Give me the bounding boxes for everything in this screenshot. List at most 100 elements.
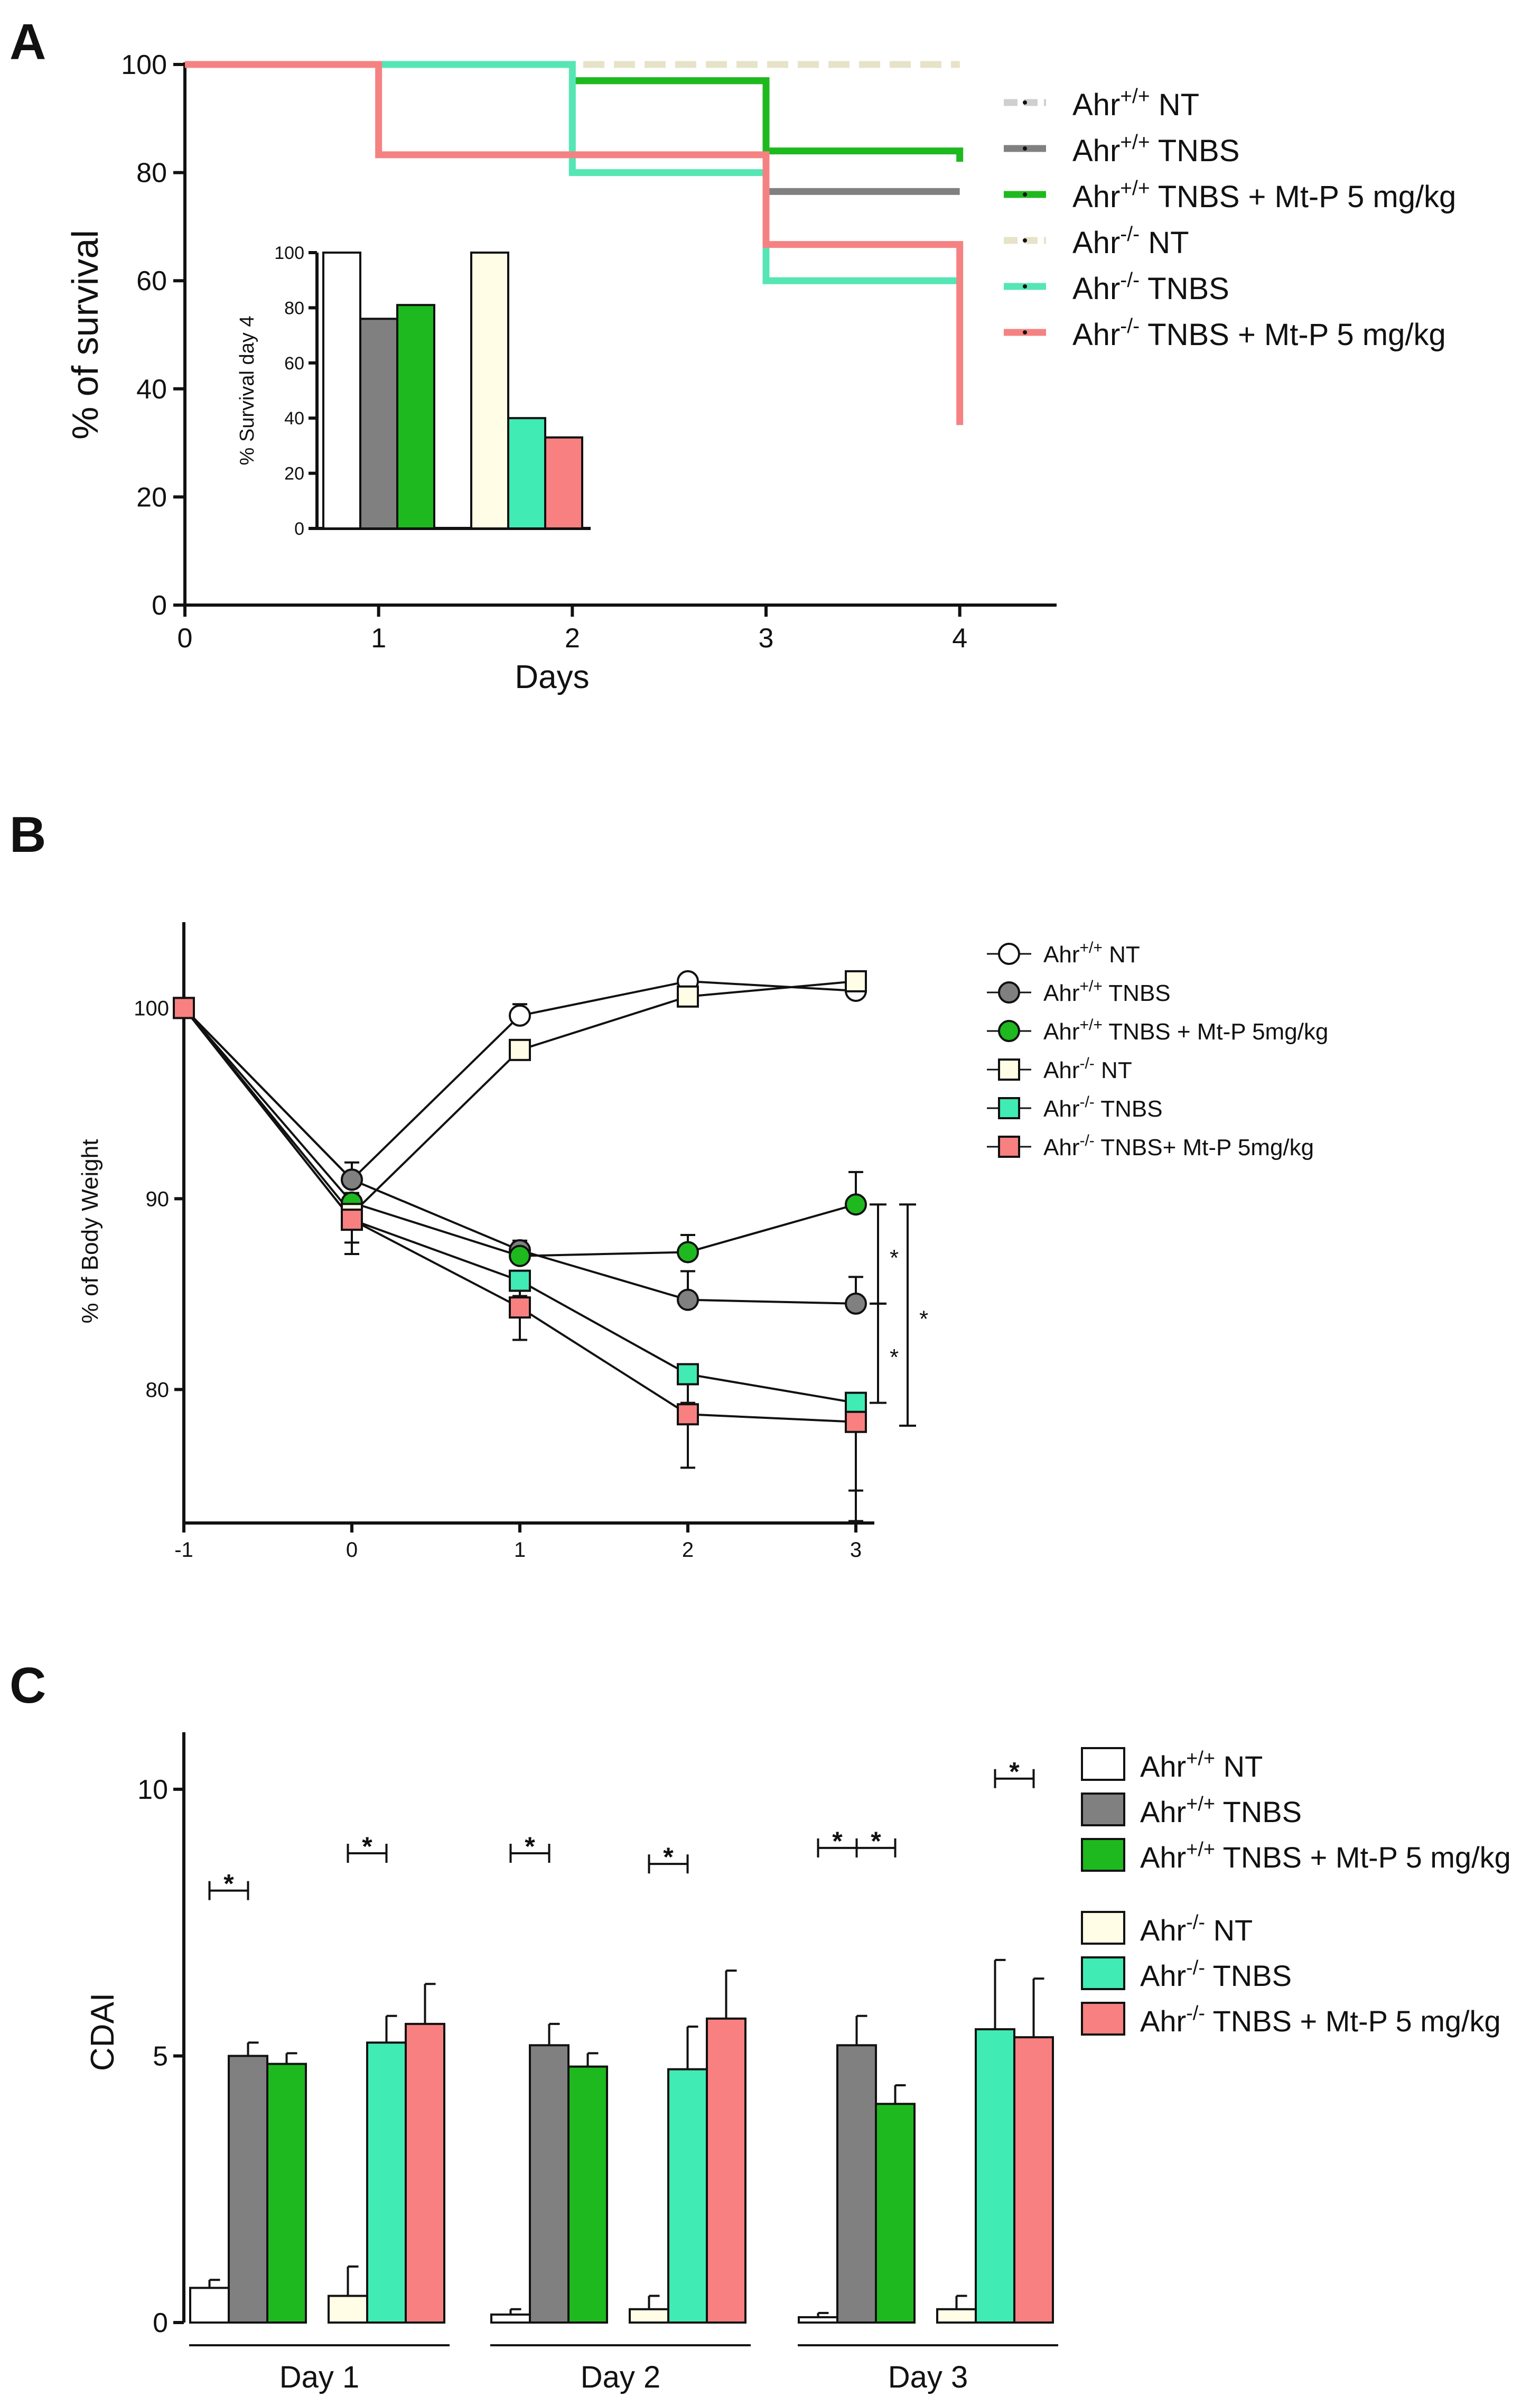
marker-ko_mtp <box>677 1403 699 1426</box>
legend-marker-wt_nt <box>998 943 1020 965</box>
x-tick-label: 4 <box>952 623 967 654</box>
cdai-bar-ko_mtp_fill <box>706 2017 746 2324</box>
cdai-bar-wt_mtp <box>266 2063 307 2324</box>
survival-chart: 0 20 40 60 80 100 0 1 2 3 4 Days % of survival Ahr+/+… <box>64 50 1456 695</box>
legend-label-wt_tnbs: Ahr+/+ TNBS <box>1043 978 1171 1006</box>
legend-label-wt_tnbs: Ahr+/+ TNBS <box>1140 1793 1302 1828</box>
cdai-bar-wt_tnbs <box>529 2044 570 2324</box>
legend-label-wt_nt: Ahr+/+ NT <box>1043 939 1140 968</box>
legend-marker-wt_tnbs <box>998 981 1020 1004</box>
x-tick-label: 1 <box>371 623 386 654</box>
y-tick-label: 40 <box>136 374 167 405</box>
y-tick-label: 80 <box>136 158 167 189</box>
x-axis-label: Days <box>515 659 589 695</box>
marker-ko_nt <box>845 970 867 992</box>
marker-ko_tnbs <box>509 1269 531 1292</box>
survival-line-ko_mtp <box>185 61 964 425</box>
y-tick-label: 20 <box>136 482 167 513</box>
legend-label-ko_nt: Ahr-/- NT <box>1043 1055 1132 1083</box>
x-tick-label: 1 <box>514 1538 526 1562</box>
legend-swatch-wt_tnbs <box>1081 1793 1125 1826</box>
y-axis-label: % of survival <box>64 230 106 440</box>
x-tick-label: 0 <box>346 1538 358 1562</box>
cdai-bar-wt_tnbs <box>228 2055 268 2324</box>
cdai-bar-ko_tnbs_fill <box>975 2028 1015 2324</box>
significance-star: * <box>919 1306 928 1332</box>
inset-y-tick-label: 0 <box>294 519 304 539</box>
cdai-bar-wt_nt_fill <box>798 2316 838 2324</box>
inset-bar <box>470 252 509 530</box>
marker-ko_tnbs <box>845 1391 867 1414</box>
inset-bar <box>359 318 398 530</box>
legend-swatch-wt_mtp <box>1081 1838 1125 1872</box>
marker-wt_tnbs <box>677 1288 699 1311</box>
inset-y-tick-label: 60 <box>284 354 304 374</box>
group-label: Day 3 <box>888 2360 968 2394</box>
marker-ko_mtp <box>173 997 195 1019</box>
legend-marker-ko_tnbs <box>998 1097 1020 1119</box>
legend-label-ko_tnbs_fill: Ahr-/- TNBS <box>1140 1957 1292 1992</box>
survival-line-ko_tnbs <box>185 61 960 284</box>
marker-ko_nt <box>677 985 699 1008</box>
legend-label-wt_mtp: Ahr+/+ TNBS + Mt-P 5 mg/kg <box>1072 177 1456 214</box>
marker-wt_mtp <box>509 1245 531 1267</box>
cdai-bar-ko_tnbs_fill <box>667 2068 708 2324</box>
group-label: Day 1 <box>279 2360 360 2394</box>
marker-ko_tnbs <box>677 1363 699 1386</box>
x-tick-label: 2 <box>682 1538 694 1562</box>
y-tick-label: 5 <box>153 2041 168 2072</box>
y-tick-label: 100 <box>134 997 169 1020</box>
survival-line-wt_mtp <box>572 77 964 162</box>
inset-bar <box>544 436 583 530</box>
cdai-bar-ko_mtp_fill <box>1013 2036 1054 2324</box>
significance-star: * <box>1009 1757 1020 1787</box>
legend-label-wt_nt: Ahr+/+ NT <box>1072 85 1199 122</box>
inset-y-tick-label: 40 <box>284 408 304 429</box>
group-label: Day 2 <box>581 2360 661 2394</box>
marker-wt_mtp <box>845 1193 867 1216</box>
survival-day4-inset: 0 20 40 60 80 100 % Survival day 4 <box>236 243 591 539</box>
inset-bar <box>396 304 435 530</box>
weight-line-ko_tnbs <box>183 1007 856 1404</box>
y-tick-label: 10 <box>137 1775 168 1805</box>
marker-ko_mtp <box>509 1296 531 1319</box>
cdai-chart: 0 5 10 CDAI Day 1 Day 2 Day 3 * * * * * * * Ahr+/+ NT A… <box>85 1732 1511 2394</box>
significance-star: * <box>871 1826 881 1856</box>
significance-star: * <box>362 1832 372 1861</box>
legend-swatch-ko_nt_fill <box>1081 1911 1125 1945</box>
y-tick-label: 90 <box>146 1187 170 1211</box>
legend-marker-ko_nt <box>998 1058 1020 1081</box>
cdai-bar-ko_nt_fill <box>936 2308 977 2324</box>
inset-y-tick-label: 80 <box>284 298 304 318</box>
legend-label-wt_tnbs: Ahr+/+ TNBS <box>1072 131 1239 168</box>
legend-marker-wt_mtp <box>998 1020 1020 1042</box>
legend-dot <box>1023 330 1027 335</box>
y-axis-label: % of Body Weight <box>77 1139 103 1324</box>
x-tick-label: -1 <box>174 1538 193 1562</box>
cdai-bar-ko_mtp_fill <box>405 2022 445 2324</box>
legend-label-ko_mtp: Ahr-/- TNBS + Mt-P 5 mg/kg <box>1072 315 1446 352</box>
marker-wt_tnbs <box>845 1292 867 1315</box>
inset-y-tick-label: 100 <box>274 243 304 263</box>
inset-y-tick-label: 20 <box>284 464 304 484</box>
cdai-bar-wt_nt_fill <box>490 2313 531 2324</box>
x-tick-label: 2 <box>565 623 580 654</box>
legend-label-wt_mtp: Ahr+/+ TNBS + Mt-P 5 mg/kg <box>1140 1838 1511 1874</box>
marker-wt_tnbs <box>341 1168 363 1191</box>
panel-label-c: C <box>10 1657 46 1714</box>
legend-label-ko_nt_fill: Ahr-/- NT <box>1140 1911 1253 1947</box>
legend-dot <box>1023 146 1027 151</box>
x-tick-label: 3 <box>850 1538 862 1562</box>
legend-label-ko_tnbs: Ahr-/- TNBS <box>1043 1093 1163 1122</box>
y-tick-label: 0 <box>153 2308 168 2338</box>
significance-star: * <box>663 1842 674 1872</box>
marker-ko_mtp <box>845 1410 867 1433</box>
legend-label-ko_mtp_fill: Ahr-/- TNBS + Mt-P 5 mg/kg <box>1140 2002 1501 2038</box>
significance-star: * <box>223 1869 234 1899</box>
legend-label-ko_nt: Ahr-/- NT <box>1072 223 1189 260</box>
inset-bar <box>507 417 546 530</box>
inset-bar <box>322 252 361 530</box>
legend-swatch-ko_mtp_fill <box>1081 2002 1125 2036</box>
legend-label-ko_tnbs: Ahr-/- TNBS <box>1072 269 1229 306</box>
